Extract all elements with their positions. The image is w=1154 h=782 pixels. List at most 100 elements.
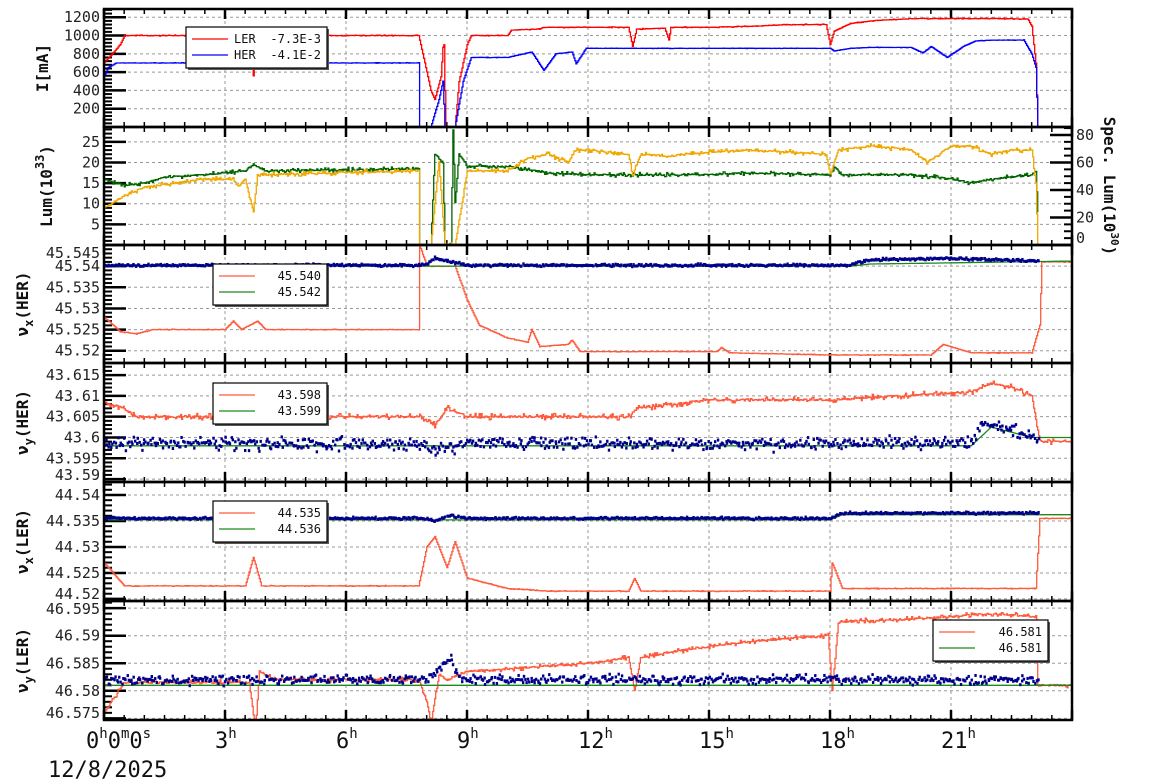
data-point-measured [408, 437, 412, 441]
data-point-measured [888, 680, 892, 684]
data-point-measured [485, 516, 489, 520]
data-point-measured [514, 444, 518, 448]
data-point-measured [727, 439, 730, 443]
data-point-measured [952, 679, 955, 683]
data-point-measured [356, 682, 359, 686]
data-point-measured [613, 445, 617, 449]
data-point-measured [691, 442, 694, 446]
data-point-measured [744, 441, 748, 445]
data-point-measured [924, 258, 927, 262]
data-point-measured [974, 512, 978, 516]
data-point-measured [931, 511, 935, 515]
data-point-measured [142, 438, 146, 442]
data-point-measured [460, 440, 463, 444]
data-point-measured [523, 264, 527, 268]
data-point-measured [231, 438, 235, 442]
data-point-measured [891, 443, 895, 447]
data-point-measured [450, 653, 453, 657]
data-point-measured [617, 516, 621, 520]
data-point-measured [517, 263, 520, 267]
data-point-measured [623, 441, 626, 445]
data-point-measured [754, 682, 758, 686]
data-point-measured [713, 444, 716, 448]
data-point-measured [723, 516, 727, 520]
data-point-measured [987, 257, 991, 261]
data-point-measured [809, 678, 813, 682]
data-point-measured [760, 263, 763, 267]
data-point-measured [607, 678, 611, 682]
legend-value: 46.581 [999, 625, 1042, 639]
data-point-measured [508, 517, 512, 521]
data-point-measured [579, 443, 582, 447]
data-point-measured [802, 264, 806, 268]
data-point-measured [1020, 679, 1024, 683]
data-point-measured [711, 516, 715, 520]
data-point-measured [890, 512, 893, 516]
legend-label: HER [234, 48, 256, 62]
data-point-measured [483, 516, 486, 520]
data-point-measured [849, 263, 852, 267]
data-point-measured [844, 677, 848, 681]
data-point-measured [307, 437, 311, 441]
data-point-measured [361, 516, 364, 520]
data-point-measured [683, 443, 686, 447]
data-point-measured [811, 516, 814, 520]
data-point-measured [109, 264, 112, 268]
data-point-measured [149, 516, 153, 520]
data-point-measured [362, 677, 365, 681]
data-point-measured [843, 263, 847, 267]
data-point-measured [794, 264, 797, 268]
data-point-measured [405, 517, 409, 521]
data-point-measured [634, 445, 637, 449]
data-point-measured [958, 256, 961, 260]
data-point-measured [1021, 511, 1024, 515]
data-point-measured [140, 516, 144, 520]
data-point-measured [345, 263, 348, 267]
data-point-measured [967, 445, 971, 449]
data-point-measured [739, 264, 743, 268]
data-point-measured [483, 676, 486, 680]
data-point-measured [844, 679, 847, 683]
data-point-measured [326, 445, 329, 449]
data-point-measured [139, 264, 142, 268]
data-point-measured [628, 677, 631, 681]
data-point-measured [377, 264, 380, 268]
data-point-measured [551, 678, 554, 682]
data-point-measured [461, 680, 464, 684]
data-point-measured [771, 678, 774, 682]
data-point-measured [589, 439, 593, 443]
data-point-measured [111, 677, 115, 681]
data-point-measured [354, 441, 358, 445]
data-point-measured [160, 517, 163, 521]
data-point-measured [880, 440, 883, 444]
data-point-measured [940, 256, 943, 260]
data-point-measured [921, 678, 924, 682]
data-point-measured [924, 679, 927, 683]
data-point-measured [424, 262, 428, 266]
data-point-measured [467, 440, 471, 444]
y-axis-title-sub: y [22, 438, 36, 445]
data-point-measured [116, 680, 120, 684]
data-point-measured [970, 511, 974, 515]
data-point-measured [403, 677, 406, 681]
data-point-measured [633, 441, 636, 445]
data-point-measured [206, 439, 210, 443]
data-point-measured [858, 260, 862, 264]
y-tick-label: 1000 [64, 27, 100, 45]
data-point-measured [898, 437, 901, 441]
data-point-measured [869, 677, 872, 681]
data-point-measured [866, 512, 869, 516]
data-point-measured [687, 445, 691, 449]
data-point-measured [495, 681, 499, 685]
data-point-measured [433, 519, 437, 523]
data-point-measured [112, 440, 116, 444]
data-point-measured [1004, 676, 1007, 680]
data-point-measured [549, 439, 552, 443]
data-point-measured [772, 677, 776, 681]
data-point-measured [779, 677, 783, 681]
data-point-measured [1037, 259, 1040, 263]
data-point-measured [545, 444, 548, 448]
data-point-measured [855, 261, 858, 265]
data-point-measured [694, 679, 698, 683]
data-point-measured [369, 674, 372, 678]
